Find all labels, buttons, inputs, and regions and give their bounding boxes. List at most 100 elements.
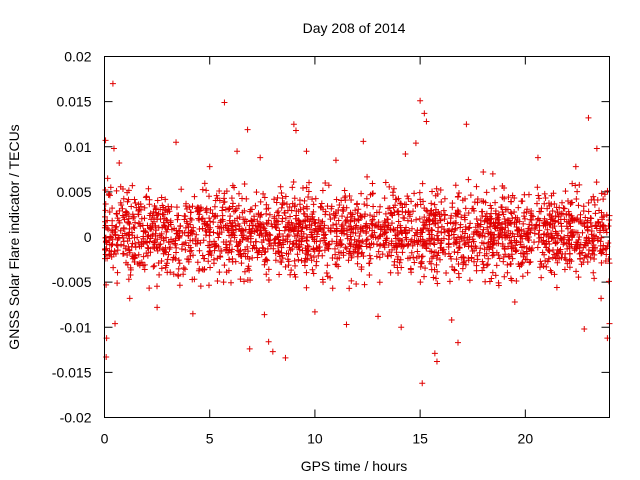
data-point: [546, 210, 553, 217]
data-point: [170, 271, 177, 278]
data-point: [402, 209, 409, 216]
data-point: [451, 267, 458, 274]
data-point: [131, 213, 138, 220]
data-point: [295, 223, 302, 230]
data-point: [467, 220, 474, 227]
data-point: [206, 163, 213, 170]
data-point: [163, 228, 170, 235]
data-point: [351, 218, 358, 225]
data-point: [291, 257, 298, 264]
data-point: [333, 261, 340, 268]
data-point: [256, 231, 263, 238]
data-point: [173, 139, 180, 146]
data-point: [277, 183, 284, 190]
data-point: [234, 148, 241, 155]
data-point: [499, 243, 506, 250]
data-point: [187, 209, 194, 216]
data-point: [588, 196, 595, 203]
data-point: [363, 195, 370, 202]
data-point: [182, 266, 189, 273]
data-point: [207, 218, 214, 225]
data-point: [228, 195, 235, 202]
data-point: [525, 234, 532, 241]
data-point: [513, 247, 520, 254]
data-point: [273, 199, 280, 206]
data-point: [116, 207, 123, 214]
data-point: [481, 233, 488, 240]
data-point: [395, 211, 402, 218]
data-point: [505, 194, 512, 201]
data-point: [456, 238, 463, 245]
data-point: [511, 233, 518, 240]
data-point: [430, 217, 437, 224]
data-point: [433, 232, 440, 239]
data-point: [207, 264, 214, 271]
y-tick-label: -0.02: [60, 410, 92, 426]
data-point: [463, 121, 470, 128]
data-point: [387, 227, 394, 234]
data-point: [390, 185, 397, 192]
data-point: [408, 249, 415, 256]
data-point: [271, 213, 278, 220]
data-point: [574, 242, 581, 249]
data-point: [199, 266, 206, 273]
data-point: [211, 203, 218, 210]
data-point: [330, 221, 337, 228]
data-point: [402, 234, 409, 241]
data-point: [575, 236, 582, 243]
data-point: [265, 276, 272, 283]
data-point: [507, 209, 514, 216]
data-point: [109, 222, 116, 229]
data-point: [228, 279, 234, 286]
data-point: [313, 233, 320, 240]
data-point: [504, 217, 511, 224]
data-point: [490, 235, 497, 242]
data-point: [221, 190, 228, 197]
data-point: [176, 282, 183, 289]
data-point: [186, 248, 193, 255]
data-point: [290, 179, 297, 186]
data-point: [261, 311, 268, 318]
data-point: [199, 252, 206, 259]
data-point: [417, 263, 424, 270]
data-point: [241, 207, 248, 214]
data-point: [598, 190, 605, 197]
data-point: [343, 231, 350, 238]
data-point: [271, 239, 278, 246]
data-point: [229, 255, 236, 262]
data-point: [157, 241, 164, 248]
data-point: [118, 201, 125, 208]
data-point: [565, 218, 572, 225]
data-point: [225, 267, 232, 274]
data-point: [140, 233, 147, 240]
data-point: [537, 258, 544, 265]
data-point: [295, 217, 302, 224]
data-point: [228, 248, 235, 255]
data-point: [168, 226, 175, 233]
data-point: [507, 275, 514, 282]
data-point: [303, 184, 310, 191]
x-tick-label: 10: [307, 431, 323, 447]
data-point: [167, 269, 174, 276]
data-point: [453, 256, 460, 263]
data-point: [405, 195, 412, 202]
data-point: [141, 204, 148, 211]
data-point: [367, 244, 374, 251]
data-point: [417, 97, 424, 104]
data-point: [580, 208, 587, 215]
data-point: [335, 249, 342, 256]
data-point: [462, 226, 469, 233]
x-tick-label: 5: [206, 431, 214, 447]
data-point: [514, 214, 521, 221]
data-point: [333, 225, 340, 232]
data-point: [559, 251, 566, 258]
data-point: [337, 236, 344, 243]
data-point: [279, 218, 286, 225]
data-point: [151, 214, 158, 221]
data-point: [114, 269, 121, 276]
data-point: [123, 232, 130, 239]
data-point: [289, 245, 296, 252]
data-point: [433, 255, 440, 262]
data-point: [520, 220, 527, 227]
data-point: [388, 220, 395, 227]
